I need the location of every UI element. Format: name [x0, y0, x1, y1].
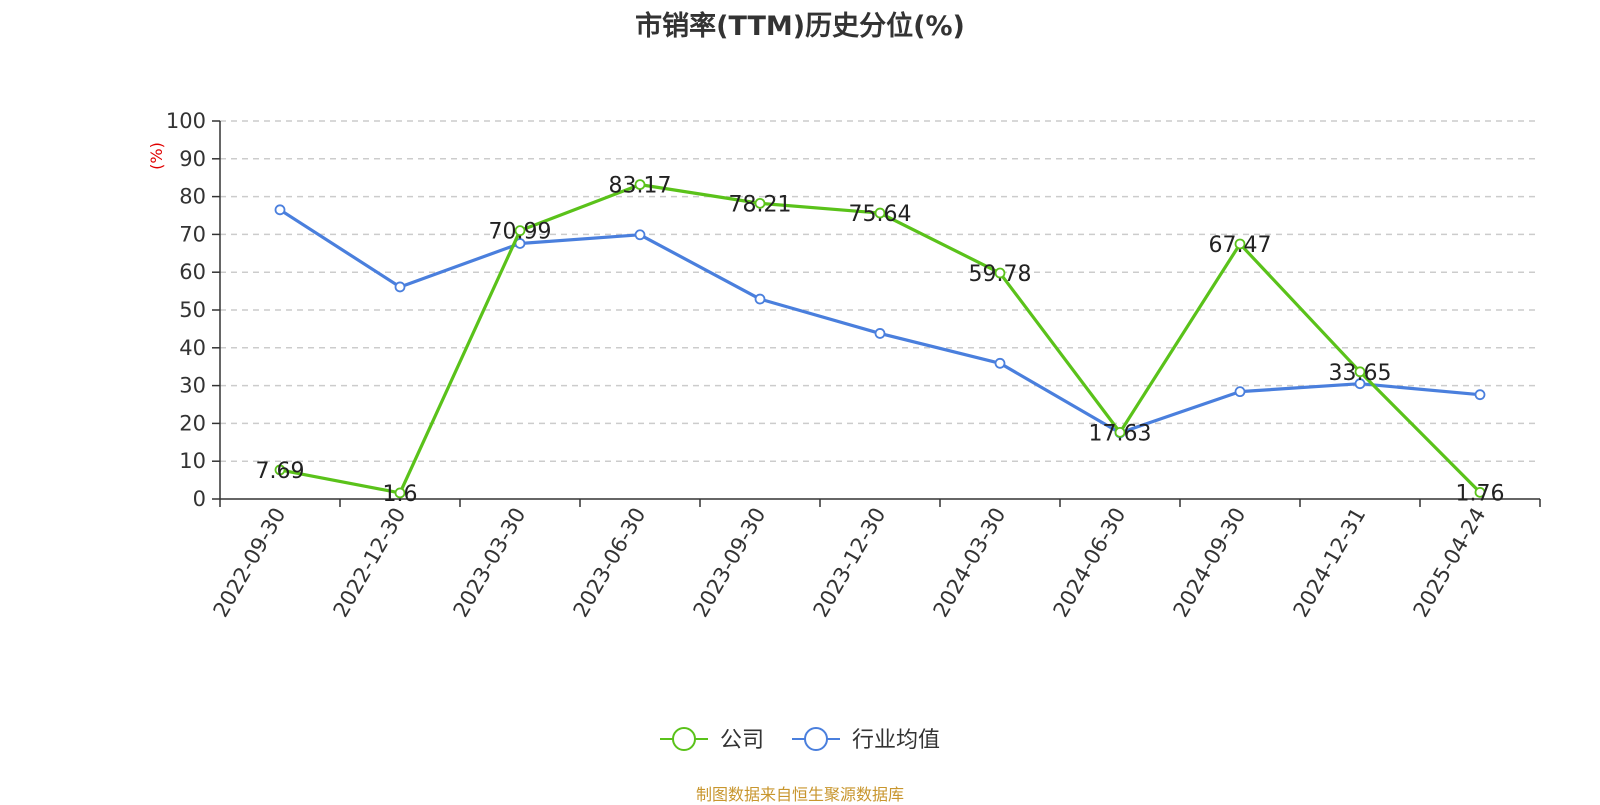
data-label: 78.21 — [729, 192, 792, 217]
legend-item: 行业均值 — [792, 727, 940, 753]
series — [274, 179, 1486, 499]
legend-item: 公司 — [660, 727, 764, 753]
y-tick-label: 70 — [179, 222, 206, 246]
y-tick-label: 50 — [179, 298, 206, 322]
y-tick-label: 40 — [179, 336, 206, 360]
y-tick-label: 90 — [179, 147, 206, 171]
x-tick-label: 2024-12-31 — [1289, 504, 1371, 622]
data-point — [1354, 366, 1366, 378]
data-label: 83.17 — [609, 174, 672, 199]
data-point — [874, 328, 886, 339]
x-tick-label: 2022-09-30 — [209, 504, 291, 622]
data-point — [394, 281, 406, 293]
data-point — [274, 204, 286, 216]
data-point — [994, 357, 1006, 369]
data-label: 1.76 — [1456, 481, 1505, 506]
data-labels: 7.69 1.6 70.99 83.17 78.21 75.64 59.78 17.63 67.… — [256, 174, 1505, 507]
data-label: 7.69 — [256, 459, 305, 484]
data-point — [754, 293, 766, 305]
data-point — [1474, 389, 1486, 401]
y-tick-label: 60 — [179, 260, 206, 284]
data-point — [1354, 378, 1366, 390]
data-point — [634, 229, 646, 241]
y-tick-label: 100 — [166, 109, 206, 133]
data-point — [514, 225, 526, 237]
data-label: 67.47 — [1209, 233, 1272, 258]
x-tick-label: 2023-06-30 — [569, 504, 651, 622]
data-label: 33.65 — [1329, 361, 1392, 386]
grid-lines — [220, 120, 1540, 462]
legend-marker — [804, 727, 828, 751]
data-point — [994, 267, 1006, 279]
x-tick-label: 2024-03-30 — [929, 504, 1011, 622]
data-label: 17.63 — [1089, 421, 1152, 446]
legend-marker — [672, 727, 696, 751]
data-point — [754, 197, 766, 209]
y-tick-label: 80 — [179, 185, 206, 209]
data-label: 1.6 — [383, 482, 418, 507]
data-label: 59.78 — [969, 262, 1032, 287]
chart-title: 市销率(TTM)历史分位(%) — [635, 11, 965, 42]
x-tick-label: 2022-12-30 — [329, 504, 411, 622]
legend-label: 公司 — [720, 728, 764, 753]
y-tick-label: 10 — [179, 449, 206, 473]
x-tick-label: 2024-06-30 — [1049, 504, 1131, 622]
x-tick-label: 2023-12-30 — [809, 504, 891, 622]
source-note: 制图数据来自恒生聚源数据库 — [695, 785, 904, 804]
x-tick-label: 2024-09-30 — [1169, 504, 1251, 622]
y-axis-unit-label: (%) — [147, 142, 166, 170]
data-point — [874, 207, 886, 219]
data-point — [394, 487, 406, 499]
legend: 公司 行业均值 — [660, 727, 940, 753]
x-tick-label: 2023-09-30 — [689, 504, 771, 622]
x-tick-label: 2025-04-24 — [1409, 504, 1491, 622]
data-point — [634, 179, 646, 191]
y-tick-label: 0 — [193, 487, 206, 511]
x-tick-label: 2023-03-30 — [449, 504, 531, 622]
y-tick-label: 30 — [179, 374, 206, 398]
data-label: 75.64 — [849, 202, 912, 227]
data-point — [1234, 386, 1246, 398]
data-point — [274, 464, 286, 476]
data-point — [1114, 426, 1126, 438]
data-point — [1234, 238, 1246, 250]
series-line-1 — [279, 208, 1481, 435]
data-point — [1474, 486, 1486, 498]
legend-label: 行业均值 — [852, 728, 940, 753]
data-label: 70.99 — [489, 220, 552, 245]
y-tick-label: 20 — [179, 411, 206, 435]
